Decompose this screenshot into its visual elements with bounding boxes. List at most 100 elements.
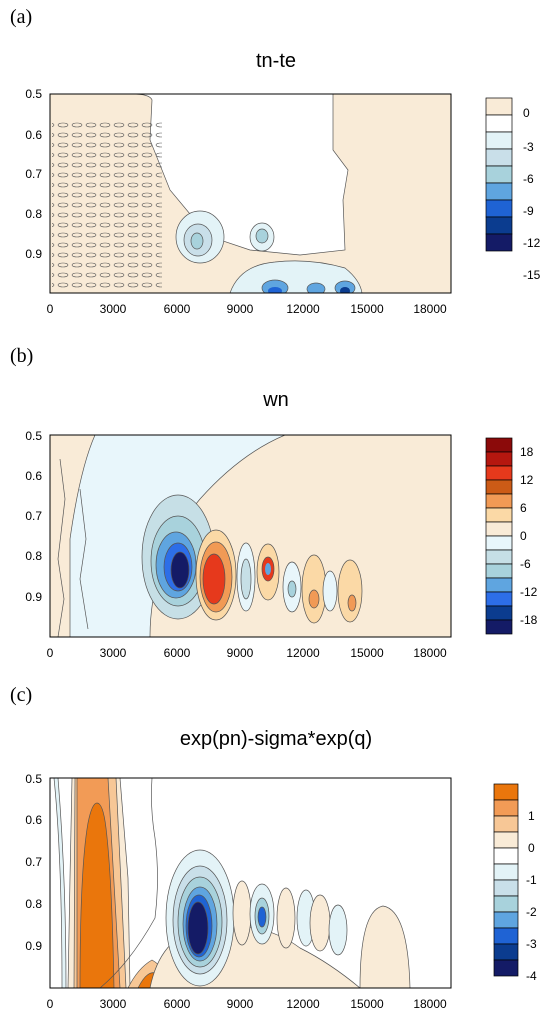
contour-line xyxy=(57,458,66,637)
colorbar-swatch xyxy=(485,165,513,184)
feature-blob xyxy=(322,570,338,612)
colorbar-swatch xyxy=(485,535,513,551)
colorbar-label: -9 xyxy=(523,204,534,218)
colorbar-swatch xyxy=(493,879,519,897)
feature-blob xyxy=(232,880,252,946)
x-tick-label: 3000 xyxy=(100,646,127,660)
chart-svg: 0 3000 6000 9000 12000 15000 18000 0.5 0… xyxy=(25,429,538,660)
colorbar-swatch xyxy=(485,549,513,565)
feature-blob xyxy=(287,580,297,598)
colorbar-label: -2 xyxy=(526,905,537,919)
colorbar-label: -3 xyxy=(523,140,534,154)
panel-label: (a) xyxy=(10,6,33,28)
colorbar-label: 1 xyxy=(528,809,535,823)
noise-region xyxy=(52,120,162,290)
colorbar-swatch xyxy=(485,465,513,481)
x-tick-label: 6000 xyxy=(164,646,191,660)
x-tick-label: 0 xyxy=(47,997,54,1011)
feature-blob xyxy=(255,228,269,244)
plot-frame xyxy=(49,93,452,294)
contour-region xyxy=(79,802,115,988)
y-tick-label: 0.9 xyxy=(25,247,42,261)
feature-blob xyxy=(308,589,320,609)
panel-c: (c) exp(pn)-sigma*exp(q) xyxy=(0,678,552,1017)
colorbar-swatch xyxy=(493,783,519,801)
y-tick-label: 0.8 xyxy=(25,207,42,221)
feature-blob xyxy=(359,905,411,988)
y-axis: 0.5 0.6 0.7 0.8 0.9 xyxy=(25,429,42,604)
x-tick-label: 18000 xyxy=(413,646,447,660)
y-tick-label: 0.6 xyxy=(25,128,42,142)
colorbar-swatch xyxy=(493,927,519,945)
y-tick-label: 0.9 xyxy=(25,590,42,604)
colorbar-swatch xyxy=(485,577,513,593)
colorbar-label: -3 xyxy=(526,937,537,951)
colorbar-label: 12 xyxy=(520,473,534,487)
x-tick-label: 9000 xyxy=(227,302,254,316)
panel-title: exp(pn)-sigma*exp(q) xyxy=(179,728,373,750)
colorbar-swatch xyxy=(493,895,519,913)
chart-svg: 0 3000 6000 9000 12000 15000 18000 0.5 0… xyxy=(25,87,541,316)
colorbar-swatch xyxy=(493,815,519,833)
colorbar-swatch xyxy=(493,863,519,881)
x-tick-label: 15000 xyxy=(350,997,384,1011)
x-tick-label: 18000 xyxy=(413,302,447,316)
y-tick-label: 0.6 xyxy=(25,813,42,827)
plot-area xyxy=(50,778,451,988)
colorbar: 0 -3 -6 -9 -12 -15 xyxy=(485,97,541,282)
panel-title: wn xyxy=(263,389,289,411)
colorbar-label: 6 xyxy=(520,501,527,515)
plot-frame xyxy=(49,777,452,989)
panel-a: (a) tn-te 0 3000 60 xyxy=(0,0,552,339)
x-tick-label: 3000 xyxy=(100,302,127,316)
colorbar-swatch xyxy=(485,591,513,607)
y-tick-label: 0.8 xyxy=(25,549,42,563)
colorbar-swatch xyxy=(485,131,513,150)
colorbar-swatch xyxy=(485,233,513,252)
feature-blob xyxy=(202,553,226,605)
colorbar-label: -6 xyxy=(520,557,531,571)
colorbar-swatch xyxy=(485,97,513,116)
y-tick-label: 0.7 xyxy=(25,167,42,181)
colorbar-swatch xyxy=(493,943,519,961)
x-tick-label: 0 xyxy=(47,646,54,660)
colorbar-swatch xyxy=(485,507,513,523)
colorbar-swatch xyxy=(485,619,513,635)
x-tick-label: 18000 xyxy=(413,997,447,1011)
colorbar-swatch xyxy=(485,216,513,235)
feature-blob xyxy=(309,894,331,952)
colorbar-label: -6 xyxy=(523,172,534,186)
y-tick-label: 0.5 xyxy=(25,772,42,786)
feature-blob xyxy=(190,232,204,250)
colorbar-swatch xyxy=(485,114,513,133)
colorbar-swatch xyxy=(485,182,513,201)
colorbar-label: 0 xyxy=(528,841,535,855)
x-tick-label: 12000 xyxy=(286,302,320,316)
feature-blob xyxy=(340,287,350,293)
colorbar-swatch xyxy=(485,521,513,537)
x-tick-label: 12000 xyxy=(286,646,320,660)
feature-blob xyxy=(265,563,271,575)
colorbar-label: -18 xyxy=(520,613,538,627)
colorbar-swatch xyxy=(485,437,513,453)
feature-blob xyxy=(240,558,252,600)
colorbar-swatch xyxy=(485,479,513,495)
colorbar: 1 0 -1 -2 -3 -4 xyxy=(493,783,537,983)
colorbar-swatch xyxy=(493,847,519,865)
panel-label: (b) xyxy=(10,345,34,367)
x-tick-label: 15000 xyxy=(350,302,384,316)
contour-region xyxy=(53,778,67,988)
y-axis: 0.5 0.6 0.7 0.8 0.9 xyxy=(25,772,42,953)
y-tick-label: 0.6 xyxy=(25,469,42,483)
x-tick-label: 15000 xyxy=(350,646,384,660)
feature-blob xyxy=(268,287,282,293)
colorbar-label: -12 xyxy=(520,585,538,599)
y-axis: 0.5 0.6 0.7 0.8 0.9 xyxy=(25,87,42,261)
feature-blob xyxy=(276,887,296,949)
plot-frame xyxy=(49,434,452,638)
feature-blob xyxy=(306,282,326,293)
feature-blob xyxy=(301,554,327,624)
y-tick-label: 0.7 xyxy=(25,509,42,523)
x-axis: 0 3000 6000 9000 12000 15000 18000 xyxy=(47,997,447,1011)
colorbar-label: -1 xyxy=(526,873,537,887)
